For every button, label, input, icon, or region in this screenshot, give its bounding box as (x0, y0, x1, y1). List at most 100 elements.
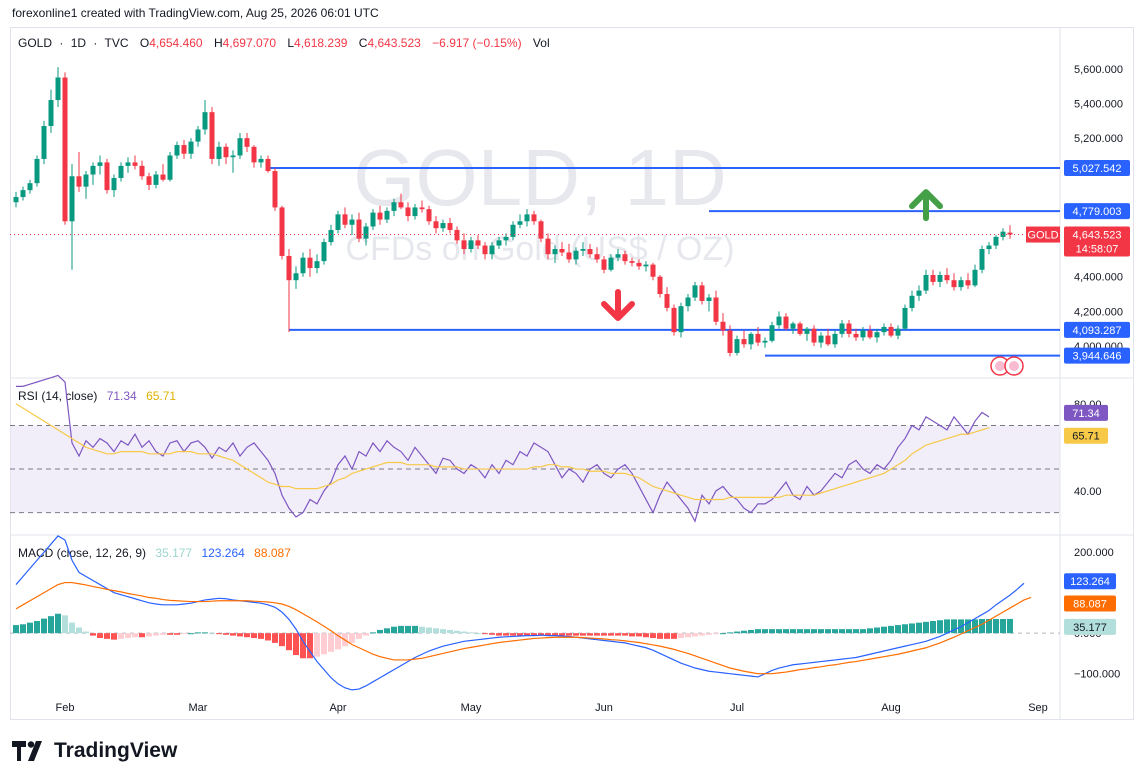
macd-histogram-bar (629, 633, 635, 637)
macd-legend: MACD (close, 12, 26, 9) 35.177 123.264 8… (18, 546, 291, 560)
candle-body (958, 280, 964, 288)
macd-histogram-bar (748, 629, 754, 634)
macd-histogram-bar (930, 621, 936, 634)
macd-histogram-bar (55, 613, 61, 634)
macd-histogram-bar (181, 633, 187, 635)
candle-body (867, 330, 873, 338)
candle-body (377, 212, 383, 220)
macd-histogram-bar (209, 633, 215, 635)
candle-body (412, 207, 418, 217)
macd-histogram-bar (846, 629, 852, 634)
candle-body (69, 176, 75, 222)
candle-body (279, 207, 285, 256)
macd-histogram-bar (391, 626, 397, 634)
candle-body (440, 223, 446, 229)
candle-body (881, 326, 887, 333)
candle-body (454, 229, 460, 241)
candle-body (678, 306, 684, 333)
rsi-legend-value: 71.34 (107, 389, 137, 403)
candle-body (741, 339, 747, 345)
candle-body (888, 326, 894, 336)
candle-body (755, 333, 761, 343)
candle-body (482, 245, 488, 255)
price-pane[interactable] (10, 67, 1060, 376)
candle-body (818, 335, 824, 343)
candle-body (517, 221, 523, 225)
macd-histogram-bar (706, 633, 712, 635)
macd-histogram-bar (951, 619, 957, 634)
candle-body (314, 261, 320, 269)
candle-body (790, 323, 796, 329)
macd-histogram-bar (377, 629, 383, 634)
candle-body (510, 224, 516, 237)
candle-body (90, 165, 96, 175)
macd-histogram-bar (636, 633, 642, 637)
rsi-last-label: 71.34 (1072, 408, 1100, 420)
macd-histogram-bar (993, 619, 999, 634)
rsi-tick-label: 40.00 (1074, 486, 1102, 498)
candle-body (216, 146, 222, 159)
candle-body (111, 177, 117, 191)
time-tick-label: May (461, 702, 482, 714)
macd-last-label: 123.264 (1070, 576, 1110, 588)
candle-body (363, 226, 369, 239)
macd-histogram-bar (713, 633, 719, 635)
macd-histogram-bar (825, 629, 831, 634)
macd-histogram-bar (118, 633, 124, 639)
candle-body (342, 214, 348, 225)
event-flag-icon-inner (995, 361, 1005, 371)
candle-body (146, 176, 152, 185)
macd-histogram-bar (839, 629, 845, 634)
macd-signal-line (15, 581, 1032, 675)
current-symbol-tag-bg (1026, 226, 1060, 243)
down-arrow-shape (601, 289, 635, 322)
rsi-pane[interactable] (10, 374, 1060, 523)
macd-histogram-bar (426, 627, 432, 634)
candle-body (909, 295, 915, 308)
legend-open: 4,654.460 (149, 36, 203, 50)
candle-body (685, 297, 691, 307)
candle-body (916, 290, 922, 296)
price-axis[interactable]: 5,600.000 5,400.000 5,200.000 4,400.000 4,20… (1026, 64, 1130, 681)
candle-body (559, 249, 565, 253)
level-label-bg (1064, 203, 1130, 220)
candle-body (426, 209, 432, 222)
candle-body (433, 221, 439, 229)
macd-histogram-bar (188, 633, 194, 635)
macd-pane[interactable] (10, 535, 1060, 691)
macd-histogram-bar (230, 633, 236, 636)
macd-histogram-bar (461, 631, 467, 634)
macd-histogram-bar (538, 633, 544, 636)
rsi-legend: RSI (14, close) 71.34 65.71 (18, 389, 176, 403)
macd-histogram-bar (741, 630, 747, 634)
up-arrow-icon (909, 189, 943, 222)
macd-histogram-bar (888, 625, 894, 634)
price-tick-label: 5,200.000 (1074, 133, 1123, 145)
time-tick-label: Mar (189, 702, 208, 714)
legend-vol: Vol (533, 36, 550, 50)
macd-histogram-bar (125, 633, 131, 639)
time-axis[interactable]: Feb Mar Apr May Jun Jul Aug Sep (56, 702, 1048, 714)
candle-body (496, 240, 502, 246)
candle-body (125, 162, 131, 166)
candle-body (237, 138, 243, 156)
candle-body (713, 297, 719, 322)
macd-histogram-bar (132, 633, 138, 638)
candle-body (671, 307, 677, 333)
candle-body (699, 285, 705, 301)
candle-body (601, 259, 607, 270)
macd-histogram-bar (622, 633, 628, 636)
candle-body (986, 245, 992, 250)
macd-legend-title: MACD (close, 12, 26, 9) (18, 546, 146, 560)
macd-histogram-bar (986, 619, 992, 634)
time-tick-label: Aug (881, 702, 901, 714)
macd-histogram-bar (244, 633, 250, 638)
current-price-label-bg (1064, 226, 1130, 257)
candle-body (349, 219, 355, 225)
candle-body (783, 316, 789, 329)
macd-legend-macd: 123.264 (201, 546, 245, 560)
macd-histogram-bar (804, 629, 810, 634)
macd-histogram-bar (643, 633, 649, 638)
candle-body (104, 162, 110, 191)
